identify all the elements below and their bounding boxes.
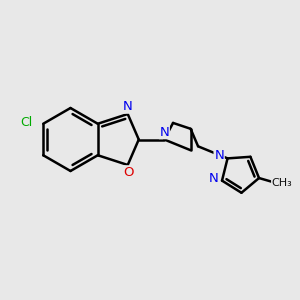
Text: Cl: Cl xyxy=(21,116,33,129)
Text: N: N xyxy=(123,100,133,113)
Text: N: N xyxy=(214,149,224,163)
Text: CH₃: CH₃ xyxy=(272,178,292,188)
Text: N: N xyxy=(159,125,169,139)
Text: O: O xyxy=(123,166,133,179)
Text: N: N xyxy=(209,172,218,185)
